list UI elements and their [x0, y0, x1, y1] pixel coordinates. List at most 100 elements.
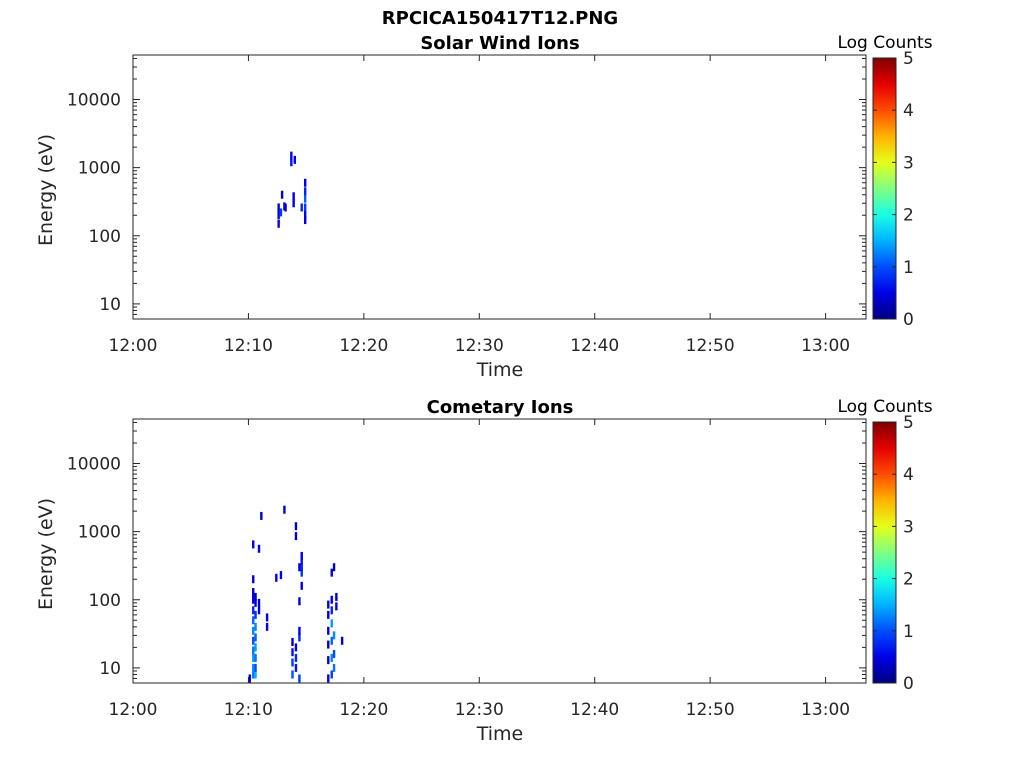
data-cell	[330, 653, 333, 662]
y-axis-label: Energy (eV)	[35, 134, 57, 246]
data-cell	[330, 568, 333, 577]
x-tick-label: 12:10	[224, 700, 273, 720]
data-cell	[252, 587, 255, 596]
x-tick-label: 12:50	[686, 700, 735, 720]
y-tick-label: 10	[99, 295, 121, 315]
data-cell	[252, 646, 255, 655]
y-tick-label: 1000	[78, 523, 121, 543]
data-cell	[252, 653, 255, 662]
data-cell	[257, 598, 261, 607]
colorbar-tick-label: 3	[903, 153, 914, 173]
data-cell	[327, 610, 330, 619]
x-tick-label: 13:00	[801, 700, 850, 720]
data-cell	[252, 663, 255, 672]
data-cell	[294, 522, 298, 531]
data-cell	[327, 656, 330, 665]
x-tick-label: 12:00	[109, 336, 158, 356]
colorbar	[872, 421, 897, 684]
data-cell	[252, 606, 255, 615]
data-cell	[283, 505, 286, 514]
colorbar-tick-label: 1	[903, 258, 914, 278]
colorbar-label: Log Counts	[837, 397, 932, 417]
colorbar	[872, 57, 897, 320]
data-cell	[294, 532, 298, 541]
colorbar-tick-label: 1	[903, 622, 914, 642]
data-cell	[327, 626, 330, 635]
data-cell	[279, 208, 283, 217]
data-cell	[254, 592, 257, 601]
data-cell	[260, 511, 263, 520]
data-cell	[303, 216, 307, 225]
colorbar-tick-label: 2	[903, 570, 914, 590]
data-cell	[254, 598, 257, 607]
data-cell	[265, 613, 269, 622]
panel-title: Solar Wind Ions	[420, 33, 579, 54]
data-cell	[300, 563, 303, 572]
data-cell	[330, 606, 333, 615]
data-cell	[340, 636, 344, 645]
data-cell	[303, 187, 307, 196]
data-cell	[303, 211, 307, 220]
data-cell	[330, 595, 333, 604]
data-cell	[294, 653, 298, 662]
colorbar-tick-label: 2	[903, 206, 914, 226]
data-cell	[298, 674, 301, 683]
x-tick-label: 12:50	[686, 336, 735, 356]
data-cell	[332, 649, 336, 658]
colorbar-tick-label: 4	[903, 101, 914, 121]
data-cell	[252, 636, 255, 645]
data-cell	[291, 637, 294, 646]
data-cell	[291, 670, 294, 679]
data-cell	[280, 190, 284, 199]
data-cell	[252, 595, 255, 604]
data-cell	[254, 653, 257, 662]
data-cell	[291, 658, 294, 667]
x-tick-label: 12:40	[570, 700, 619, 720]
data-cell	[248, 674, 251, 683]
y-tick-label: 100	[89, 227, 121, 247]
data-cell	[277, 211, 280, 220]
x-tick-label: 13:00	[801, 336, 850, 356]
data-cell	[294, 643, 298, 652]
data-cell	[254, 663, 257, 672]
x-tick-label: 12:30	[455, 700, 504, 720]
x-tick-label: 12:40	[570, 336, 619, 356]
colorbar-tick-label: 4	[903, 465, 914, 485]
data-cell	[330, 670, 333, 679]
data-cell	[335, 592, 338, 601]
plot-area	[132, 54, 867, 320]
x-tick-label: 12:20	[339, 336, 388, 356]
data-cell	[254, 643, 257, 652]
data-cell	[290, 151, 293, 160]
panel-solar-wind-ions: Solar Wind Ions 12:00 12:10 12:20 12:30 12:40…	[35, 33, 933, 381]
data-cell	[298, 563, 301, 572]
data-cell	[257, 544, 261, 553]
data-cell	[332, 563, 336, 572]
data-cell	[332, 631, 336, 640]
data-cell	[279, 571, 283, 580]
panel-title: Cometary Ions	[427, 397, 574, 418]
data-cell	[254, 610, 257, 619]
data-cell	[303, 194, 307, 203]
y-tick-label: 100	[89, 591, 121, 611]
data-cell	[290, 158, 293, 167]
data-cell	[303, 178, 307, 187]
data-cell	[298, 597, 301, 606]
colorbar-tick-label: 3	[903, 517, 914, 537]
data-cell	[291, 648, 294, 657]
data-cell	[327, 600, 330, 609]
data-cell	[300, 203, 303, 212]
data-cell	[300, 551, 303, 560]
data-cell	[300, 556, 303, 565]
data-cell	[275, 573, 278, 582]
x-tick-label: 12:10	[224, 336, 273, 356]
colorbar-tick-label: 0	[903, 310, 914, 330]
data-cell	[335, 602, 338, 611]
colorbar-tick-label: 5	[903, 49, 914, 69]
y-axis-label: Energy (eV)	[35, 498, 57, 610]
x-axis-label: Time	[476, 359, 524, 381]
data-cell	[252, 575, 255, 584]
data-cell	[292, 192, 295, 201]
